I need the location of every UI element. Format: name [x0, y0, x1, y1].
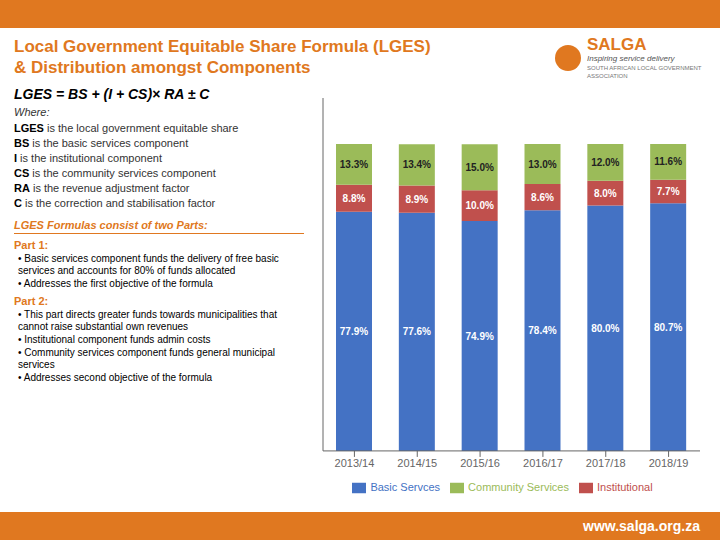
svg-text:13.0%: 13.0% [528, 159, 556, 170]
svg-text:80.7%: 80.7% [654, 322, 682, 333]
html-text:Basic Servces: Basic Servces [370, 480, 441, 493]
html-text:• Institutional component fund: • Institutional component funds admin co… [18, 334, 211, 345]
svg-text:7.7%: 7.7% [657, 186, 680, 197]
svg-text:2016/17: 2016/17 [523, 457, 563, 469]
html-text:Part 1:: Part 1: [14, 239, 49, 251]
html-text:SALGA: SALGA [587, 35, 647, 54]
html-text:Local Government Equitable Sha: Local Government Equitable Share Formula… [14, 37, 431, 56]
html-text:www.salga.org.za: www.salga.org.za [583, 518, 700, 534]
html-text:Community Services: Community Services [468, 480, 569, 493]
html-text:LGES = BS + (I + CS)× RA ± C: LGES = BS + (I + CS)× RA ± C [14, 86, 210, 102]
html-text:Inspiring service delivery: Inspiring service delivery [587, 54, 675, 63]
svg-text:8.8%: 8.8% [343, 193, 366, 204]
svg-text:13.4%: 13.4% [403, 159, 431, 170]
svg-text:8.0%: 8.0% [594, 188, 617, 199]
svg-text:2017/18: 2017/18 [586, 457, 626, 469]
html-text:SOUTH AFRICAN LOCAL GOVERNMENT: SOUTH AFRICAN LOCAL GOVERNMENT ASSOCIATI… [587, 65, 702, 79]
html-text:RA is the revenue adjustment f: RA is the revenue adjustment factor [14, 182, 190, 194]
svg-text:10.0%: 10.0% [465, 200, 493, 211]
svg-text:2014/15: 2014/15 [397, 457, 437, 469]
svg-text:2018/19: 2018/19 [649, 457, 689, 469]
html-text:• Basic services component fun: • Basic services component funds the del… [18, 253, 279, 276]
html-text:Where:: Where: [14, 106, 50, 118]
svg-text:2015/16: 2015/16 [460, 457, 500, 469]
html-text:LGES Formulas consist of two P: LGES Formulas consist of two Parts: [14, 219, 208, 231]
html-text:I is the institutional compone: I is the institutional component [14, 152, 162, 164]
html-text:• Community services component: • Community services component funds gen… [18, 347, 275, 370]
html-text:C is the correction and stabil: C is the correction and stabilisation fa… [14, 197, 216, 209]
svg-text:15.0%: 15.0% [465, 162, 493, 173]
svg-text:74.9%: 74.9% [465, 331, 493, 342]
svg-text:77.9%: 77.9% [340, 326, 368, 337]
svg-text:80.0%: 80.0% [591, 323, 619, 334]
html-text:LGES is the local government e: LGES is the local government equitable s… [14, 122, 239, 134]
html-text:Institutional: Institutional [597, 480, 653, 493]
html-text:• This part directs greater fu: • This part directs greater funds toward… [18, 309, 277, 332]
svg-text:8.6%: 8.6% [531, 192, 554, 203]
html-text:Part 2:: Part 2: [14, 295, 49, 307]
html-text:& Distribution amongst Compone: & Distribution amongst Components [14, 58, 311, 77]
svg-text:77.6%: 77.6% [403, 326, 431, 337]
svg-text:11.6%: 11.6% [654, 156, 682, 167]
svg-text:13.3%: 13.3% [340, 159, 368, 170]
html-text:• Addresses second objective o: • Addresses second objective of the form… [18, 372, 213, 383]
html-text:BS is the basic services compo: BS is the basic services component [14, 137, 189, 149]
svg-text:2013/14: 2013/14 [335, 457, 375, 469]
svg-text:8.9%: 8.9% [405, 194, 428, 205]
svg-text:78.4%: 78.4% [528, 325, 556, 336]
html-text:• Addresses the first objectiv: • Addresses the first objective of the f… [18, 278, 213, 289]
html-text:CS is the community services c: CS is the community services component [14, 167, 216, 179]
svg-text:12.0%: 12.0% [591, 157, 619, 168]
